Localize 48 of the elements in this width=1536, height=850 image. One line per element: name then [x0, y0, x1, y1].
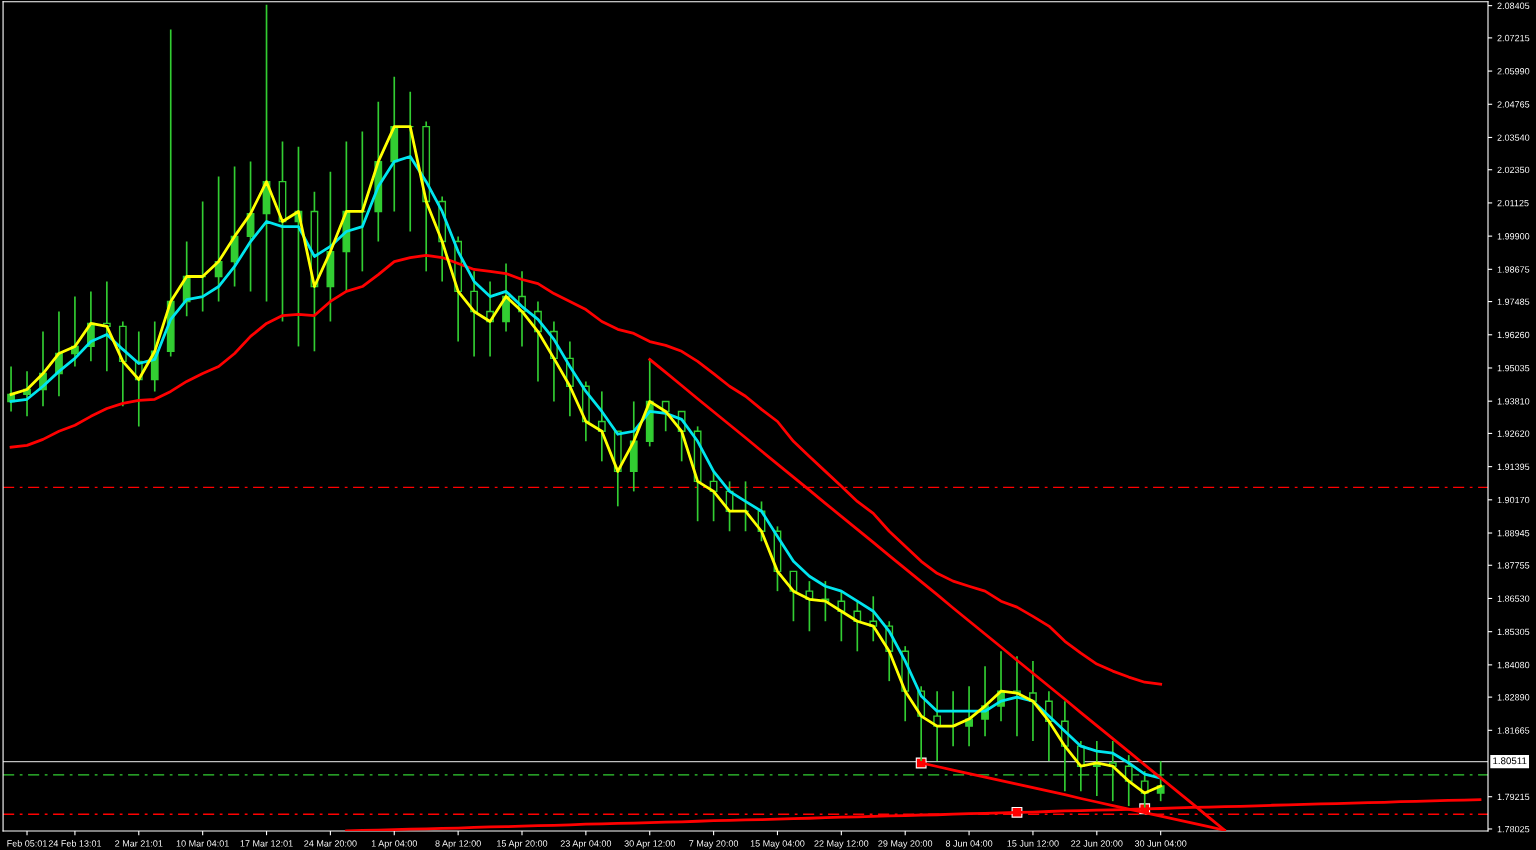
y-tick-label: 1.91395 [1497, 463, 1530, 470]
y-tick-label: 2.08405 [1497, 2, 1530, 9]
y-tick-label: 1.87755 [1497, 562, 1530, 569]
y-tick-label: 1.99900 [1497, 233, 1530, 240]
x-tick-label: 15 Apr 20:00 [497, 840, 548, 849]
x-tick-label: 30 Jun 04:00 [1134, 840, 1187, 847]
y-tick-label: 1.98675 [1497, 266, 1530, 273]
x-tick-label: 8 Jun 04:00 [945, 840, 993, 847]
y-tick-label: 1.79215 [1497, 793, 1530, 801]
y-tick-label: 2.01125 [1497, 199, 1529, 207]
y-tick-label: 1.95035 [1497, 364, 1530, 372]
y-tick-label: 1.86530 [1497, 595, 1530, 602]
y-tick-label: 1.90170 [1497, 496, 1530, 504]
x-tick-label: 8 Apr 12:00 [435, 840, 481, 849]
y-tick-label: 1.88945 [1497, 529, 1530, 537]
y-tick-label: 1.97485 [1497, 298, 1530, 305]
candlestick [837, 590, 846, 643]
y-tick-label: 1.82890 [1497, 694, 1530, 701]
x-tick-label: 23 Apr 04:00 [560, 840, 612, 849]
ref-line-label: 1.80511 [1493, 757, 1527, 765]
x-tick-label: 29 May 20:00 [878, 840, 933, 849]
y-tick-label: 2.07215 [1497, 34, 1530, 42]
x-tick-label: 1 Apr 04:00 [371, 840, 417, 849]
y-tick-label: 1.78025 [1497, 825, 1530, 833]
x-tick-label: 24 Feb 13:01 [48, 840, 102, 847]
x-tick-label: 7 May 20:00 [689, 840, 739, 849]
x-tick-label: 22 May 12:00 [814, 840, 869, 849]
x-tick-label: 15 Jun 12:00 [1007, 840, 1059, 847]
candlestick [470, 270, 478, 358]
y-tick-label: 1.84080 [1497, 661, 1530, 669]
y-tick-label: 2.02350 [1497, 166, 1530, 174]
x-tick-label: 15 May 04:00 [750, 840, 805, 849]
y-tick-label: 2.05990 [1497, 68, 1530, 75]
x-tick-label: 2 Mar 21:01 [115, 840, 163, 847]
y-tick-label: 2.04765 [1497, 101, 1530, 108]
y-tick-label: 1.93810 [1497, 398, 1530, 405]
y-tick-label: 1.85305 [1497, 628, 1530, 636]
y-tick-label: 1.92620 [1497, 430, 1530, 437]
y-tick-label: 1.96260 [1497, 331, 1530, 339]
x-tick-label: 10 Mar 04:01 [176, 840, 229, 847]
x-tick-label: 24 Mar 20:00 [304, 840, 357, 847]
x-tick-label: 22 Jun 20:00 [1071, 840, 1123, 847]
x-tick-label: Feb 05:01 [7, 840, 47, 847]
candlestick [214, 175, 223, 303]
y-tick-label: 1.81665 [1497, 727, 1530, 734]
y-tick-label: 2.03540 [1497, 134, 1530, 141]
x-tick-label: 30 Apr 12:00 [624, 840, 675, 849]
x-tick-label: 17 Mar 12:01 [240, 840, 293, 847]
